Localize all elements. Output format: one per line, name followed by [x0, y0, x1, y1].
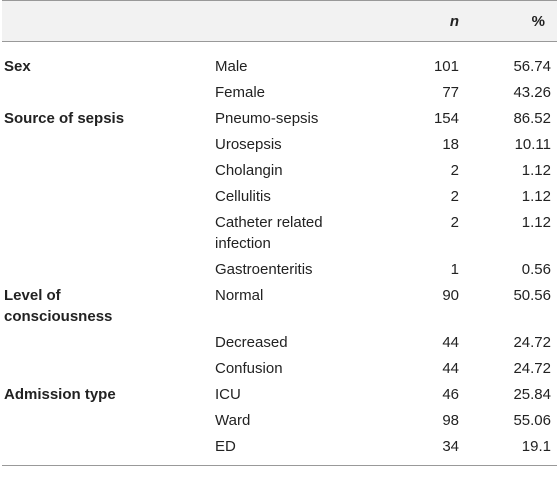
item-cell: Female — [215, 80, 359, 106]
pct-cell: 25.84 — [513, 386, 551, 403]
item-cell: Urosepsis — [215, 132, 359, 158]
item-cell: Cellulitis — [215, 184, 359, 210]
item-cell: Gastroenteritis — [215, 257, 359, 283]
n-cell: 77 — [442, 84, 459, 101]
header-n: n — [449, 12, 459, 30]
pct-cell: 1.12 — [521, 162, 551, 179]
group-label: Admission type — [4, 386, 116, 403]
group-cell: Admission type — [2, 382, 215, 408]
item-cell: Confusion — [215, 356, 359, 382]
n-cell: 44 — [442, 334, 459, 351]
table: n % Sex Male 101 56.74 Female 77 43.26 Source o… — [2, 0, 557, 466]
group-label: Source of sepsis — [4, 110, 125, 127]
table-header: n % — [2, 0, 557, 42]
n-cell: 2 — [450, 162, 459, 179]
pct-cell: 10.11 — [514, 136, 551, 153]
pct-cell: 43.26 — [513, 84, 551, 101]
pct-cell: 50.56 — [513, 287, 551, 304]
pct-cell: 1.12 — [521, 188, 551, 205]
n-cell: 1 — [450, 261, 459, 278]
pct-cell: 56.74 — [513, 58, 551, 75]
item-cell: ICU — [215, 382, 359, 408]
n-cell: 2 — [450, 214, 459, 231]
n-cell: 98 — [442, 412, 459, 429]
group-cell — [2, 158, 215, 184]
item-cell: Catheter related infection — [215, 210, 359, 257]
table-row: Cellulitis 2 1.12 — [2, 184, 557, 210]
group-label: Sex — [4, 58, 31, 75]
group-cell — [2, 132, 215, 158]
table-row: Catheter related infection 2 1.12 — [2, 210, 557, 257]
item-cell: Male — [215, 42, 359, 81]
header-cell — [215, 1, 359, 42]
item-label: Gastroenteritis — [215, 261, 313, 278]
n-cell: 34 — [442, 438, 459, 455]
table-row: Sex Male 101 56.74 — [2, 42, 557, 81]
n-cell: 90 — [442, 287, 459, 304]
item-label: ICU — [215, 386, 241, 403]
group-cell — [2, 80, 215, 106]
n-cell: 44 — [442, 360, 459, 377]
group-cell: Source of sepsis — [2, 106, 215, 132]
group-cell — [2, 257, 215, 283]
group-cell — [2, 210, 215, 257]
header-cell — [2, 1, 215, 42]
header-pct: % — [531, 12, 545, 30]
n-cell: 2 — [450, 188, 459, 205]
group-cell — [2, 434, 215, 466]
table-row: Urosepsis 18 10.11 — [2, 132, 557, 158]
table-row: Gastroenteritis 1 0.56 — [2, 257, 557, 283]
item-label: Pneumo-sepsis — [215, 110, 319, 127]
table-row: Ward 98 55.06 — [2, 408, 557, 434]
item-cell: Normal — [215, 283, 359, 330]
item-cell: Ward — [215, 408, 359, 434]
item-label: Confusion — [215, 360, 283, 377]
pct-cell: 0.56 — [521, 261, 551, 278]
item-label: Urosepsis — [215, 136, 282, 153]
item-cell: Cholangin — [215, 158, 359, 184]
pct-cell: 24.72 — [513, 360, 551, 377]
table-body: Sex Male 101 56.74 Female 77 43.26 Source of se… — [2, 42, 557, 466]
pct-cell: 55.06 — [513, 412, 551, 429]
table-row: Level of consciousness Normal 90 50.56 — [2, 283, 557, 330]
table-row: Cholangin 2 1.12 — [2, 158, 557, 184]
pct-cell: 86.52 — [513, 110, 551, 127]
item-cell: Pneumo-sepsis — [215, 106, 359, 132]
table-row: Decreased 44 24.72 — [2, 330, 557, 356]
n-cell: 154 — [433, 110, 459, 127]
group-cell: Level of consciousness — [2, 283, 215, 330]
item-label: Cellulitis — [215, 188, 271, 205]
group-label: Level of consciousness — [4, 287, 113, 325]
group-cell — [2, 330, 215, 356]
pct-cell: 1.12 — [521, 214, 551, 231]
item-label: Male — [215, 58, 248, 75]
pct-cell: 24.72 — [513, 334, 551, 351]
group-cell: Sex — [2, 42, 215, 81]
n-cell: 46 — [442, 386, 459, 403]
table-row: Source of sepsis Pneumo-sepsis 154 86.52 — [2, 106, 557, 132]
item-label: Decreased — [215, 334, 288, 351]
group-cell — [2, 356, 215, 382]
n-cell: 18 — [442, 136, 459, 153]
item-label: Normal — [215, 287, 264, 304]
table-row: Female 77 43.26 — [2, 80, 557, 106]
group-cell — [2, 408, 215, 434]
group-cell — [2, 184, 215, 210]
item-label: Female — [215, 84, 266, 101]
item-cell: ED — [215, 434, 359, 466]
table-row: Admission type ICU 46 25.84 — [2, 382, 557, 408]
header-row: n % — [2, 0, 557, 42]
item-label: Ward — [215, 412, 251, 429]
item-label: ED — [215, 438, 236, 455]
table-row: Confusion 44 24.72 — [2, 356, 557, 382]
n-cell: 101 — [433, 58, 459, 75]
table-row: ED 34 19.1 — [2, 434, 557, 466]
pct-cell: 19.1 — [521, 438, 551, 455]
item-label: Cholangin — [215, 162, 283, 179]
item-label: Catheter related infection — [215, 214, 323, 252]
item-cell: Decreased — [215, 330, 359, 356]
